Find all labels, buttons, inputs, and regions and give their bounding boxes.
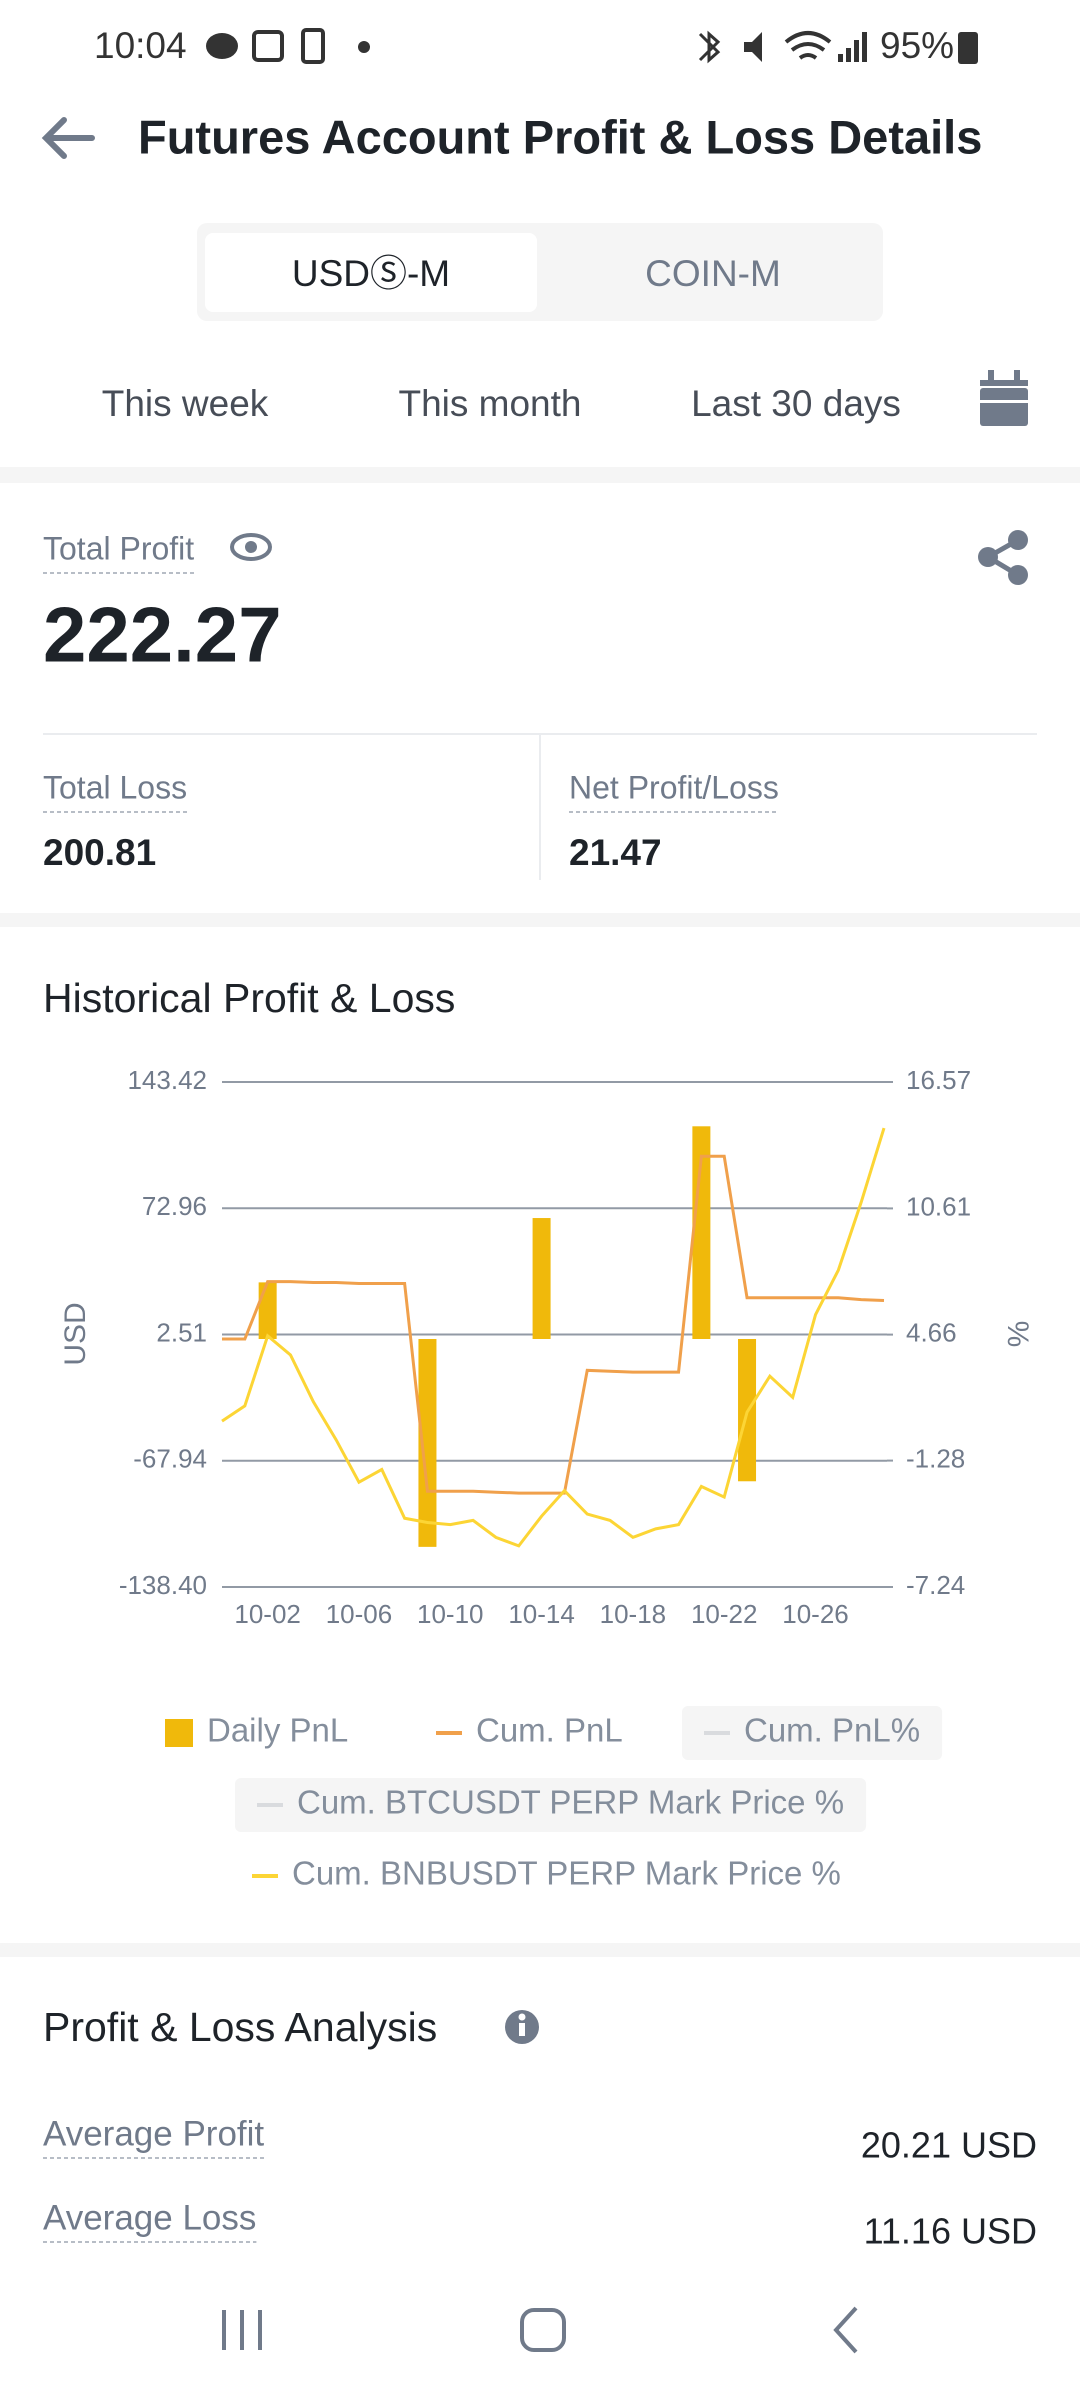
divider (0, 467, 1080, 483)
total-loss-label: Total Loss (43, 769, 187, 805)
bar (692, 1126, 711, 1339)
y2-tick-label: -1.28 (906, 1443, 965, 1473)
legend-disabled-bg (682, 1706, 943, 1760)
period-option[interactable]: This month (398, 383, 581, 424)
eye-icon[interactable] (230, 533, 272, 561)
x-tick-label: 10-10 (417, 1599, 484, 1629)
y-tick-label: -67.94 (133, 1444, 207, 1474)
legend-label: Cum. BNBUSDT PERP Mark Price % (292, 1855, 841, 1892)
legend-label: Cum. PnL (476, 1712, 623, 1749)
period-option[interactable]: Last 30 days (691, 383, 901, 424)
x-tick-label: 10-14 (508, 1599, 575, 1629)
x-tick-label: 10-06 (326, 1599, 393, 1629)
bar (418, 1338, 437, 1547)
share-button[interactable] (978, 530, 1028, 585)
x-tick-label: 10-02 (234, 1599, 301, 1629)
divider (0, 913, 1080, 927)
y-axis-label: USD (59, 1302, 92, 1365)
calendar-button[interactable] (980, 370, 1028, 426)
y2-axis-label: % (1001, 1321, 1034, 1348)
nav-back[interactable] (833, 2306, 858, 2354)
chart: -138.40 -67.94 2.51 72.96 143.42 -7.24 -1.28 4.… (119, 1065, 971, 1892)
status-time: 10:04 (94, 25, 187, 66)
y2-tick-label: 4.66 (906, 1317, 957, 1347)
total-profit-value: 222.27 (43, 591, 282, 679)
y2-tick-label: 16.57 (906, 1065, 971, 1095)
total-loss-value: 200.81 (43, 832, 156, 873)
nav-home[interactable] (520, 2308, 566, 2352)
net-value: 21.47 (569, 832, 662, 873)
back-button[interactable] (41, 117, 95, 159)
x-tick-label: 10-26 (782, 1599, 849, 1629)
x-tick-label: 10-22 (691, 1599, 758, 1629)
tab[interactable]: COIN-M (645, 253, 781, 294)
line (221, 1127, 886, 1548)
legend-label: Cum. PnL% (744, 1712, 920, 1749)
legend-label: Cum. BTCUSDT PERP Mark Price % (297, 1784, 844, 1821)
legend-swatch (165, 1719, 193, 1747)
y-tick-label: 143.42 (127, 1065, 207, 1095)
total-profit-label: Total Profit (43, 530, 194, 566)
tab[interactable]: USDⓈ-M (292, 253, 450, 294)
y2-tick-label: 10.61 (906, 1191, 971, 1221)
line (222, 1154, 885, 1495)
status-icons (206, 28, 978, 64)
analysis-value: 20.21 USD (861, 2125, 1037, 2166)
analysis-label: Average Loss (43, 2198, 256, 2237)
tab-active-bg (205, 233, 537, 312)
analysis-label: Average Profit (43, 2114, 264, 2153)
info-icon[interactable] (505, 2010, 539, 2044)
net-label: Net Profit/Loss (569, 769, 779, 805)
analysis-value: 11.16 USD (864, 2211, 1037, 2252)
y-tick-label: 72.96 (142, 1191, 207, 1221)
bar (258, 1282, 277, 1339)
bar (532, 1218, 551, 1339)
chart-title: Historical Profit & Loss (43, 975, 455, 1021)
analysis-title: Profit & Loss Analysis (43, 2004, 437, 2050)
period-option[interactable]: This week (102, 383, 269, 424)
x-tick-label: 10-18 (600, 1599, 667, 1629)
nav-recents[interactable] (222, 2310, 262, 2350)
legend-label: Daily PnL (207, 1712, 348, 1749)
status-battery: 95% (880, 25, 954, 66)
nav-bar (0, 2270, 1080, 2400)
legend-disabled-bg (235, 1778, 867, 1832)
divider (0, 1943, 1080, 1957)
page-title: Futures Account Profit & Loss Details (138, 110, 982, 163)
y-tick-label: -138.40 (119, 1570, 207, 1600)
y2-tick-label: -7.24 (906, 1570, 965, 1600)
y-tick-label: 2.51 (156, 1317, 207, 1347)
